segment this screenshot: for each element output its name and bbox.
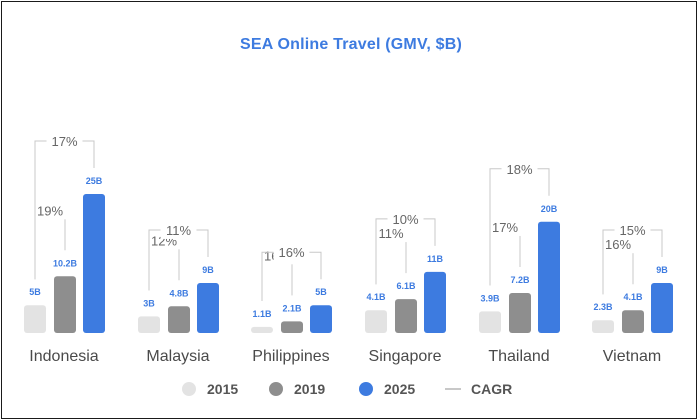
legend-label-cagr: CAGR	[471, 381, 512, 397]
value-label-singapore-2025: 11B	[427, 254, 444, 264]
cagr-label-bg-outer-malaysia	[160, 220, 197, 239]
legend-marker-2019	[269, 382, 283, 396]
cagr-label-bg-outer-singapore	[387, 209, 424, 228]
value-label-thailand-2015: 3.9B	[480, 293, 500, 303]
bar-philippines-2019	[281, 321, 303, 333]
bar-vietnam-2015	[592, 320, 614, 333]
value-label-vietnam-2025: 9B	[656, 265, 668, 275]
value-label-thailand-2019: 7.2B	[510, 275, 530, 285]
cagr-label-bg-inner-singapore	[374, 224, 408, 243]
cagr-label-outer-vietnam: 15%	[619, 223, 645, 238]
value-label-singapore-2015: 4.1B	[366, 292, 386, 302]
legend-marker-2025	[359, 382, 373, 396]
legend-marker-2015	[182, 382, 196, 396]
value-label-philippines-2015: 1.1B	[252, 309, 272, 319]
value-label-indonesia-2019: 10.2B	[53, 258, 78, 268]
cagr-label-inner-indonesia: 19%	[37, 203, 63, 218]
cagr-label-bg-inner-vietnam	[601, 235, 635, 254]
category-label-malaysia: Malaysia	[146, 348, 209, 365]
cagr-label-outer-thailand: 18%	[506, 162, 532, 177]
cagr-label-outer-philippines: 16%	[278, 245, 304, 260]
bar-singapore-2015	[365, 310, 387, 333]
legend-label-2025: 2025	[384, 381, 415, 397]
bar-indonesia-2019	[54, 276, 76, 333]
bar-singapore-2019	[395, 299, 417, 333]
value-label-malaysia-2015: 3B	[143, 298, 155, 308]
cagr-label-bg-outer-vietnam	[614, 220, 651, 239]
cagr-label-outer-singapore: 10%	[392, 212, 418, 227]
bar-thailand-2019	[509, 292, 531, 333]
bar-philippines-2025	[310, 305, 332, 333]
value-label-singapore-2019: 6.1B	[396, 281, 416, 291]
legend-label-2015: 2015	[207, 381, 238, 397]
cagr-label-inner-thailand: 17%	[492, 220, 518, 235]
value-label-thailand-2025: 20B	[541, 204, 558, 214]
bar-philippines-2015	[251, 326, 273, 333]
bar-indonesia-2015	[24, 305, 46, 333]
cagr-label-bg-inner-thailand	[488, 217, 522, 236]
cagr-label-inner-singapore: 11%	[378, 226, 403, 241]
value-label-indonesia-2025: 25B	[86, 176, 103, 186]
value-label-malaysia-2019: 4.8B	[169, 288, 189, 298]
cagr-label-outer-indonesia: 17%	[51, 134, 77, 149]
bar-vietnam-2019	[622, 310, 644, 333]
value-label-philippines-2025: 5B	[315, 287, 327, 297]
cagr-label-bg-outer-philippines	[273, 243, 310, 262]
value-label-philippines-2019: 2.1B	[282, 303, 302, 313]
bar-thailand-2015	[479, 311, 501, 333]
cagr-label-bg-outer-thailand	[501, 159, 538, 178]
value-label-malaysia-2025: 9B	[202, 265, 214, 275]
bar-indonesia-2025	[83, 194, 105, 333]
cagr-label-outer-malaysia: 11%	[166, 223, 191, 238]
category-label-singapore: Singapore	[369, 348, 442, 365]
cagr-label-bg-inner-indonesia	[33, 201, 67, 220]
cagr-label-bg-outer-indonesia	[46, 132, 83, 150]
bar-malaysia-2015	[138, 316, 160, 333]
category-label-philippines: Philippines	[252, 348, 329, 365]
bar-singapore-2025	[424, 271, 446, 333]
value-label-vietnam-2015: 2.3B	[593, 302, 613, 312]
legend-label-2019: 2019	[294, 381, 325, 397]
bar-vietnam-2025	[651, 282, 673, 333]
bar-thailand-2025	[538, 221, 560, 333]
category-label-thailand: Thailand	[488, 348, 549, 365]
category-label-indonesia: Indonesia	[29, 348, 98, 365]
chart-title: SEA Online Travel (GMV, $B)	[239, 36, 463, 53]
cagr-label-inner-vietnam: 16%	[605, 237, 631, 252]
bar-malaysia-2019	[168, 306, 190, 333]
category-label-vietnam: Vietnam	[603, 348, 661, 365]
value-label-vietnam-2019: 4.1B	[623, 292, 643, 302]
cagr-bracket-inner-indonesia	[34, 209, 66, 280]
bar-malaysia-2025	[197, 282, 219, 333]
value-label-indonesia-2015: 5B	[29, 287, 41, 297]
